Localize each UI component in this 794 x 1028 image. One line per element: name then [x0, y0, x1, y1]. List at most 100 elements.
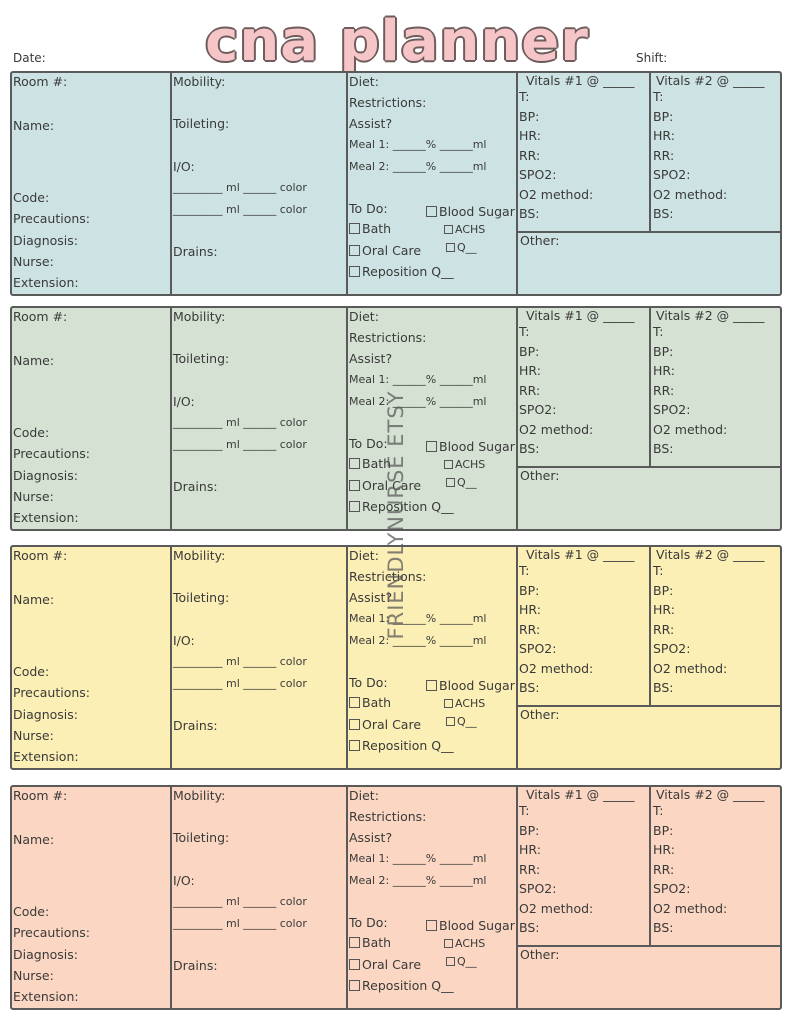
blood-sugar-checkbox[interactable] [426, 206, 437, 217]
precautions-label: Precautions: [13, 685, 90, 700]
diagnosis-label: Diagnosis: [13, 468, 78, 483]
diet-column: Diet: Restrictions: Assist? Meal 1: ____… [348, 308, 518, 529]
hr-label: HR: [653, 128, 675, 143]
temp-label: T: [653, 324, 664, 339]
care-column: Mobility: Toileting: I/O: _________ ml _… [172, 547, 348, 768]
rr-label: RR: [653, 622, 675, 637]
other-notes-area[interactable]: Other: [518, 707, 780, 768]
vitals-1-panel: Vitals #1 @ _____ T: BP: HR: RR: SPO2: O… [518, 308, 651, 468]
reposition-checkbox[interactable] [349, 501, 360, 512]
blood-sugar-label: Blood Sugar [439, 204, 515, 219]
vitals-2-panel: Vitals #2 @ _____ T: BP: HR: RR: SPO2: O… [651, 787, 780, 947]
vitals-2-header: Vitals #2 @ _____ [656, 787, 765, 802]
q-item: Q__ [446, 240, 477, 255]
patient-info-column: Room #: Name: Code: Precautions: Diagnos… [12, 547, 172, 768]
mobility-label: Mobility: [173, 788, 226, 803]
assist-label: Assist? [349, 116, 393, 131]
blood-sugar-checkbox[interactable] [426, 680, 437, 691]
bath-item: Bath [349, 935, 391, 950]
vitals-1-header: Vitals #1 @ _____ [526, 73, 635, 88]
care-column: Mobility: Toileting: I/O: _________ ml _… [172, 787, 348, 1008]
vitals-1-header: Vitals #1 @ _____ [526, 787, 635, 802]
achs-label: ACHS [455, 223, 486, 236]
blood-sugar-checkbox[interactable] [426, 441, 437, 452]
diet-label: Diet: [349, 74, 379, 89]
oral-care-item: Oral Care [349, 717, 421, 732]
bath-checkbox[interactable] [349, 223, 360, 234]
io-label: I/O: [173, 394, 195, 409]
bath-checkbox[interactable] [349, 937, 360, 948]
diet-column: Diet: Restrictions: Assist? Meal 1: ____… [348, 547, 518, 768]
achs-checkbox[interactable] [444, 460, 453, 469]
other-label: Other: [520, 233, 560, 248]
oral-care-label: Oral Care [362, 717, 422, 732]
achs-checkbox[interactable] [444, 939, 453, 948]
other-notes-area[interactable]: Other: [518, 468, 780, 529]
extension-label: Extension: [13, 510, 79, 525]
assist-label: Assist? [349, 830, 393, 845]
restrictions-label: Restrictions: [349, 330, 427, 345]
drains-label: Drains: [173, 244, 218, 259]
assist-label: Assist? [349, 590, 393, 605]
other-notes-area[interactable]: Other: [518, 947, 780, 1008]
blood-sugar-item: Blood Sugar [426, 678, 515, 693]
oral-care-label: Oral Care [362, 957, 422, 972]
bath-label: Bath [362, 221, 392, 236]
oral-care-item: Oral Care [349, 478, 421, 493]
extension-label: Extension: [13, 989, 79, 1004]
temp-label: T: [653, 563, 664, 578]
q-checkbox[interactable] [446, 243, 455, 252]
q-checkbox[interactable] [446, 957, 455, 966]
other-label: Other: [520, 468, 560, 483]
o2-method-label: O2 method: [519, 661, 594, 676]
hr-label: HR: [519, 842, 541, 857]
oral-care-checkbox[interactable] [349, 480, 360, 491]
care-column: Mobility: Toileting: I/O: _________ ml _… [172, 73, 348, 294]
rr-label: RR: [519, 148, 541, 163]
reposition-checkbox[interactable] [349, 266, 360, 277]
temp-label: T: [519, 89, 530, 104]
nurse-label: Nurse: [13, 489, 54, 504]
toileting-label: Toileting: [173, 830, 230, 845]
restrictions-label: Restrictions: [349, 809, 427, 824]
o2-method-label: O2 method: [653, 661, 728, 676]
blood-sugar-checkbox[interactable] [426, 920, 437, 931]
q-checkbox[interactable] [446, 478, 455, 487]
o2-method-label: O2 method: [519, 901, 594, 916]
bs-label: BS: [519, 920, 540, 935]
vitals-2-panel: Vitals #2 @ _____ T: BP: HR: RR: SPO2: O… [651, 73, 780, 233]
achs-label: ACHS [455, 697, 486, 710]
other-label: Other: [520, 947, 560, 962]
reposition-checkbox[interactable] [349, 740, 360, 751]
o2-method-label: O2 method: [519, 422, 594, 437]
toileting-label: Toileting: [173, 116, 230, 131]
drains-label: Drains: [173, 718, 218, 733]
room-label: Room #: [13, 788, 68, 803]
reposition-checkbox[interactable] [349, 980, 360, 991]
patient-block: Room #: Name: Code: Precautions: Diagnos… [10, 306, 782, 531]
room-label: Room #: [13, 548, 68, 563]
o2-method-label: O2 method: [519, 187, 594, 202]
bs-label: BS: [519, 441, 540, 456]
bath-checkbox[interactable] [349, 697, 360, 708]
bp-label: BP: [519, 823, 540, 838]
achs-checkbox[interactable] [444, 225, 453, 234]
code-label: Code: [13, 664, 50, 679]
todo-label: To Do: [349, 675, 388, 690]
achs-checkbox[interactable] [444, 699, 453, 708]
bath-checkbox[interactable] [349, 458, 360, 469]
rr-label: RR: [653, 148, 675, 163]
oral-care-checkbox[interactable] [349, 719, 360, 730]
oral-care-checkbox[interactable] [349, 245, 360, 256]
mobility-label: Mobility: [173, 309, 226, 324]
other-notes-area[interactable]: Other: [518, 233, 780, 294]
oral-care-checkbox[interactable] [349, 959, 360, 970]
code-label: Code: [13, 425, 50, 440]
meal1-line: Meal 1: ______% ______ml [349, 138, 487, 151]
bp-label: BP: [653, 583, 674, 598]
temp-label: T: [653, 89, 664, 104]
q-checkbox[interactable] [446, 717, 455, 726]
achs-item: ACHS [444, 696, 485, 711]
hr-label: HR: [653, 842, 675, 857]
date-label: Date: [13, 51, 46, 65]
